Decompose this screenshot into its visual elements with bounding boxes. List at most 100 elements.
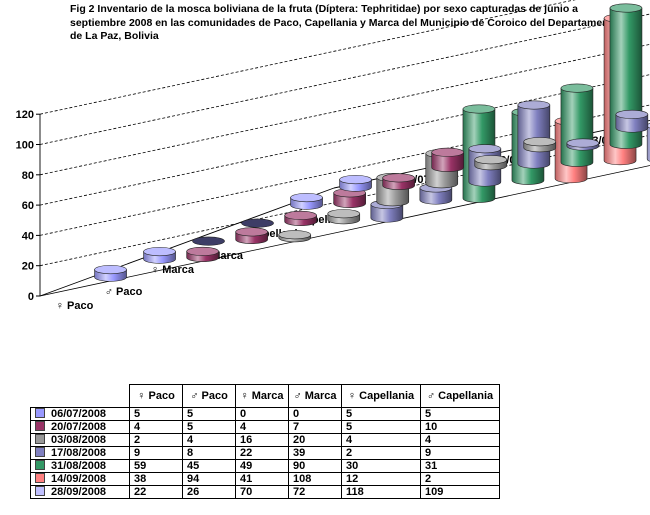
table-cell: 4 bbox=[129, 420, 183, 434]
category-label: ♂ Paco bbox=[105, 286, 143, 298]
bars bbox=[94, 3, 650, 282]
table-cell: 4 bbox=[420, 433, 500, 447]
chart-gridlines bbox=[39, 0, 650, 297]
table-row-header: 20/07/2008 bbox=[30, 420, 130, 434]
bar bbox=[290, 193, 323, 210]
table-cell: 108 bbox=[288, 472, 342, 486]
table-row-header: 06/07/2008 bbox=[30, 407, 130, 421]
table-cell: 90 bbox=[288, 459, 342, 473]
y-tick-label: 20 bbox=[22, 261, 34, 273]
table-cell: 5 bbox=[420, 407, 500, 421]
bar-top bbox=[566, 138, 600, 148]
legend-swatch bbox=[35, 408, 45, 418]
table-cell: 4 bbox=[182, 433, 236, 447]
bar-top bbox=[517, 100, 551, 110]
y-tick-label: 60 bbox=[22, 200, 34, 212]
table-cell: 59 bbox=[129, 459, 183, 473]
gridline bbox=[39, 0, 576, 115]
table-row: 03/08/2008 2 4 16 20 4 4 bbox=[30, 433, 500, 447]
table-cell: 30 bbox=[341, 459, 421, 473]
table-cell: 5 bbox=[182, 407, 236, 421]
table-cell: 4 bbox=[235, 420, 289, 434]
bar-body bbox=[615, 114, 649, 133]
table-column-header: ♀ Marca bbox=[235, 384, 289, 408]
table-cell: 39 bbox=[288, 446, 342, 460]
table-cell: 5 bbox=[341, 420, 421, 434]
bar-top bbox=[462, 104, 496, 114]
bar-top bbox=[474, 155, 508, 165]
bar bbox=[278, 230, 312, 243]
bar-top bbox=[468, 144, 502, 154]
table-cell: 20 bbox=[288, 433, 342, 447]
bar-top bbox=[431, 147, 464, 157]
bar-body bbox=[560, 87, 594, 167]
axis-line bbox=[39, 187, 335, 297]
bar bbox=[284, 210, 317, 226]
table-cell: 45 bbox=[182, 459, 236, 473]
table-column-header: ♂ Paco bbox=[182, 384, 236, 408]
bar bbox=[615, 109, 649, 133]
bar bbox=[327, 209, 361, 225]
bar-body bbox=[431, 152, 464, 172]
table-cell: 7 bbox=[288, 420, 342, 434]
category-label: ♀ Marca bbox=[151, 264, 195, 276]
bar-body bbox=[517, 104, 551, 169]
table-row: 06/07/2008 5 5 0 0 5 5 bbox=[30, 407, 500, 421]
table-row: 17/08/2008 9 8 22 39 2 9 bbox=[30, 446, 500, 460]
bar-top bbox=[560, 83, 594, 93]
legend-label: 06/07/2008 bbox=[51, 408, 107, 420]
legend-label: 20/07/2008 bbox=[51, 421, 107, 433]
data-table: ♀ Paco ♂ Paco ♀ Marca ♂ Marca ♀ Capellania ♂ … bbox=[30, 384, 500, 499]
table-cell: 94 bbox=[182, 472, 236, 486]
table-cell: 5 bbox=[129, 407, 183, 421]
bar bbox=[235, 227, 268, 244]
y-tick-label: 40 bbox=[22, 230, 34, 242]
table-cell: 31 bbox=[420, 459, 500, 473]
table-row-header: 31/08/2008 bbox=[30, 459, 130, 473]
table-cell: 70 bbox=[235, 485, 289, 499]
table-column-header: ♀ Capellania bbox=[341, 384, 421, 408]
table-header-row: ♀ Paco ♂ Paco ♀ Marca ♂ Marca ♀ Capellania ♂ … bbox=[30, 384, 500, 408]
bar bbox=[143, 247, 176, 264]
table-cell: 5 bbox=[341, 407, 421, 421]
table-cell: 38 bbox=[129, 472, 183, 486]
table-cell: 72 bbox=[288, 485, 342, 499]
y-tick-label: 0 bbox=[28, 291, 34, 303]
table-row: 14/09/2008 38 94 41 108 12 2 bbox=[30, 472, 500, 486]
bar-top bbox=[94, 265, 127, 275]
table-row-header: 03/08/2008 bbox=[30, 433, 130, 447]
bar-top bbox=[327, 209, 361, 219]
bar bbox=[566, 138, 600, 151]
table-row: 28/09/2008 22 26 70 72 118 109 bbox=[30, 485, 500, 499]
table-cell: 4 bbox=[341, 433, 421, 447]
category-label: ♀ Paco bbox=[56, 300, 94, 312]
bar bbox=[523, 137, 557, 153]
table-cell: 118 bbox=[341, 485, 421, 499]
table-cell: 2 bbox=[341, 446, 421, 460]
bar bbox=[560, 83, 594, 167]
table-cell: 12 bbox=[341, 472, 421, 486]
bar-top bbox=[192, 236, 225, 246]
table-row-header: 14/09/2008 bbox=[30, 472, 130, 486]
y-tick-label: 120 bbox=[16, 109, 34, 121]
table-row: 31/08/2008 59 45 49 90 30 31 bbox=[30, 459, 500, 473]
table-cell: 0 bbox=[235, 407, 289, 421]
legend-swatch bbox=[35, 486, 45, 496]
legend-swatch bbox=[35, 434, 45, 444]
bar-top bbox=[290, 193, 323, 203]
table-row-header: 17/08/2008 bbox=[30, 446, 130, 460]
table-row-header: 28/09/2008 bbox=[30, 485, 130, 499]
bar bbox=[192, 236, 225, 246]
bar-top bbox=[284, 210, 317, 220]
legend-label: 31/08/2008 bbox=[51, 460, 107, 472]
table-cell: 22 bbox=[129, 485, 183, 499]
legend-swatch bbox=[35, 447, 45, 457]
table-cell: 109 bbox=[420, 485, 500, 499]
bar-top bbox=[143, 247, 176, 257]
legend-swatch bbox=[35, 421, 45, 431]
table-row: 20/07/2008 4 5 4 7 5 10 bbox=[30, 420, 500, 434]
bar-body bbox=[419, 187, 453, 205]
bar-body bbox=[646, 125, 650, 162]
table-cell: 2 bbox=[129, 433, 183, 447]
